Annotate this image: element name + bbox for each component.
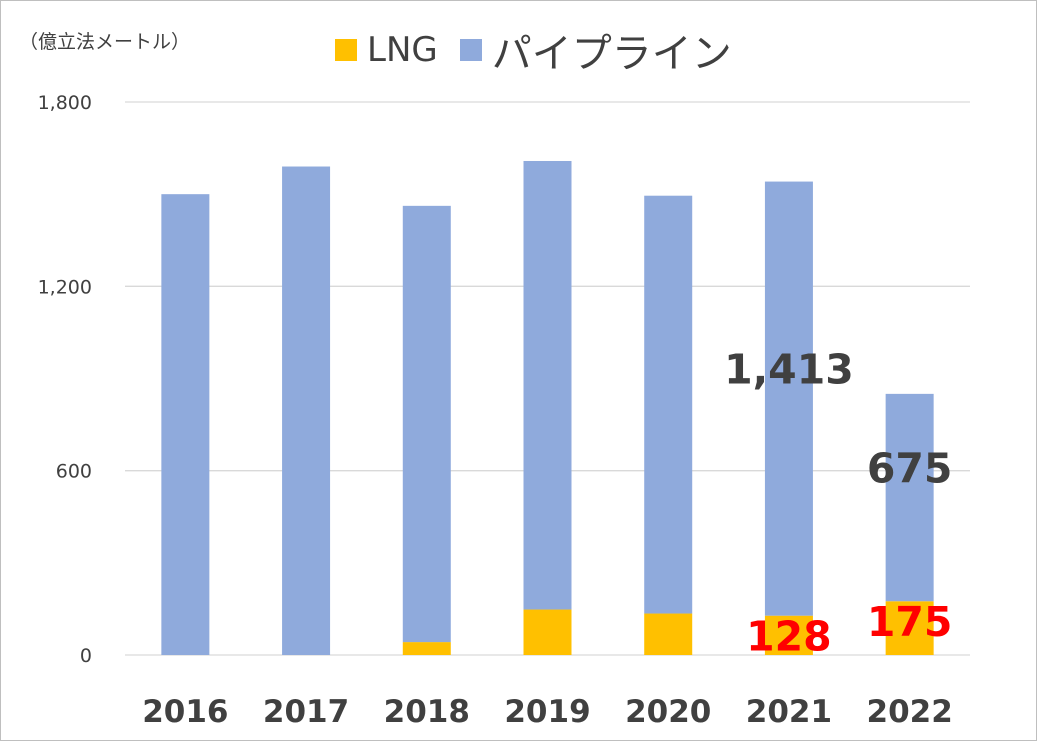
- x-tick-label: 2020: [625, 694, 711, 730]
- bar-segment-pipeline: [644, 195, 693, 614]
- y-tick-label: 0: [80, 645, 92, 667]
- x-tick-label: 2019: [504, 694, 590, 730]
- x-tick-label: 2022: [867, 694, 953, 730]
- legend-swatch-lng: [335, 39, 357, 61]
- bar-segment-pipeline: [764, 181, 813, 616]
- bar-segment-pipeline: [402, 205, 451, 643]
- legend-label-lng: LNG: [367, 30, 438, 70]
- y-tick-label: 1,200: [38, 276, 92, 298]
- data-label: 175: [867, 598, 953, 646]
- chart-legend: LNG パイプライン: [335, 25, 754, 77]
- bar-segment-pipeline: [282, 166, 331, 655]
- legend-label-pipeline: パイプライン: [491, 31, 732, 77]
- bar-segment-lng: [644, 613, 693, 655]
- bar-segment-pipeline: [523, 160, 572, 610]
- legend-item-pipeline: パイプライン: [459, 21, 732, 79]
- bar-segment-lng: [764, 615, 813, 655]
- bar-segment-lng: [523, 609, 572, 655]
- bar-segment-lng: [885, 601, 934, 655]
- data-label: 128: [746, 613, 832, 661]
- y-tick-label: 1,800: [38, 92, 92, 114]
- data-label: 675: [867, 445, 953, 493]
- bar-segment-lng: [402, 642, 451, 655]
- bar-segment-pipeline: [161, 194, 210, 655]
- y-tick-label: 600: [56, 461, 92, 483]
- data-label: 1,413: [724, 346, 854, 394]
- x-tick-label: 2021: [746, 694, 832, 730]
- x-tick-label: 2016: [142, 694, 228, 730]
- bar-segment-pipeline: [885, 393, 934, 602]
- x-tick-label: 2017: [263, 694, 349, 730]
- legend-swatch-pipeline: [459, 39, 482, 61]
- y-axis-unit-label: （億立法メートル）: [19, 31, 191, 53]
- legend-item-lng: LNG: [335, 30, 438, 70]
- x-tick-label: 2018: [384, 694, 470, 730]
